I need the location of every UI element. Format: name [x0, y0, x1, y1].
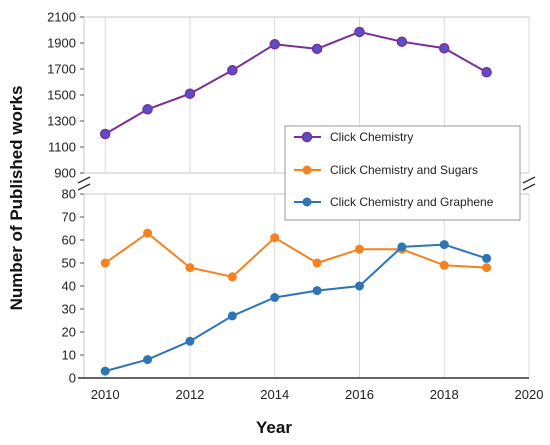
y-axis-title: Number of Published works: [7, 86, 26, 311]
y-tick-upper-1500: 1500: [47, 88, 76, 103]
legend-label-sugars: Click Chemistry and Sugars: [330, 163, 478, 177]
lower-panel: 0 10 20 30 40 50 60 70 80: [62, 187, 530, 386]
y-tick-upper-1300: 1300: [47, 114, 76, 129]
x-tick-2012: 2012: [175, 387, 204, 402]
y-tick-lower-30: 30: [62, 302, 76, 317]
lower-y-ticks: 0 10 20 30 40 50 60 70 80: [62, 187, 84, 386]
legend-entry-click-chemistry: Click Chemistry: [294, 130, 413, 144]
series-line-1: [104, 231, 487, 278]
x-tick-2018: 2018: [430, 387, 459, 402]
data-point-2-2015: [312, 286, 322, 296]
series-1: [100, 228, 492, 282]
y-tick-lower-10: 10: [62, 348, 76, 363]
data-point-0-2019: [481, 67, 492, 78]
x-tick-2016: 2016: [345, 387, 374, 402]
legend-box: [284, 125, 521, 221]
data-point-0-2011: [142, 104, 153, 115]
data-point-2-2016: [354, 281, 364, 291]
break-mark: [77, 176, 91, 184]
data-point-2-2010: [100, 366, 110, 376]
data-point-1-2015: [312, 258, 322, 268]
y-tick-lower-70: 70: [62, 210, 76, 225]
break-mark: [522, 183, 536, 191]
x-tick-2014: 2014: [260, 387, 289, 402]
data-point-1-2010: [100, 258, 110, 268]
data-point-0-2018: [438, 42, 450, 54]
break-mark: [77, 183, 91, 191]
series-2: [100, 240, 492, 376]
y-tick-upper-2100: 2100: [47, 10, 76, 25]
lower-series: [100, 228, 492, 376]
series-0: [99, 26, 492, 140]
lower-gridlines: [104, 194, 530, 378]
data-point-2-2012: [185, 336, 195, 346]
data-point-0-2012: [184, 88, 196, 99]
upper-y-ticks: 900 1100 1300 1500 1700 1900 2100: [47, 10, 84, 181]
data-point-1-2018: [439, 260, 449, 270]
x-axis-title: Year: [256, 418, 292, 437]
legend-entry-sugars: Click Chemistry and Sugars: [294, 163, 478, 177]
data-point-1-2019: [482, 263, 492, 273]
y-tick-lower-60: 60: [62, 233, 76, 248]
data-point-1-2016: [354, 244, 364, 254]
y-tick-lower-80: 80: [62, 187, 76, 202]
legend: Click Chemistry Click Chemistry and Suga…: [284, 125, 521, 221]
series-line-0: [104, 30, 488, 135]
data-point-1-2013: [227, 272, 237, 282]
y-tick-upper-1900: 1900: [47, 36, 76, 51]
data-point-1-2014: [270, 233, 280, 243]
data-point-0-2014: [269, 39, 280, 50]
data-point-1-2012: [185, 263, 195, 273]
x-ticks: 2010 2012 2014 2016 2018 2020: [78, 377, 544, 402]
y-tick-lower-40: 40: [62, 279, 76, 294]
axis-break-marks: [77, 176, 536, 191]
legend-entry-graphene: Click Chemistry and Graphene: [294, 195, 494, 209]
y-tick-upper-1100: 1100: [48, 140, 76, 155]
data-point-2-2013: [227, 311, 237, 321]
y-tick-upper-1700: 1700: [47, 62, 76, 77]
data-point-2-2018: [439, 240, 449, 250]
data-point-2-2017: [397, 242, 407, 252]
data-point-2-2014: [270, 293, 280, 302]
data-point-0-2010: [99, 128, 111, 140]
data-point-0-2013: [227, 65, 238, 76]
y-tick-lower-50: 50: [62, 256, 76, 271]
data-point-2-2019: [482, 253, 492, 263]
break-mark: [522, 176, 536, 184]
legend-label-graphene: Click Chemistry and Graphene: [330, 195, 494, 209]
data-point-0-2016: [354, 26, 365, 38]
legend-label-click-chemistry: Click Chemistry: [330, 130, 413, 144]
x-tick-2020: 2020: [515, 387, 544, 402]
data-point-0-2015: [311, 43, 323, 55]
data-point-0-2017: [396, 36, 408, 47]
data-point-1-2011: [143, 228, 153, 238]
series-line-2: [104, 243, 487, 373]
y-tick-upper-900: 900: [54, 166, 76, 181]
x-tick-2010: 2010: [91, 387, 120, 402]
lower-plot-area: [83, 193, 530, 379]
y-tick-lower-0: 0: [69, 371, 76, 386]
y-tick-lower-20: 20: [62, 325, 76, 340]
data-point-2-2011: [143, 355, 153, 365]
upper-series: [99, 26, 492, 140]
